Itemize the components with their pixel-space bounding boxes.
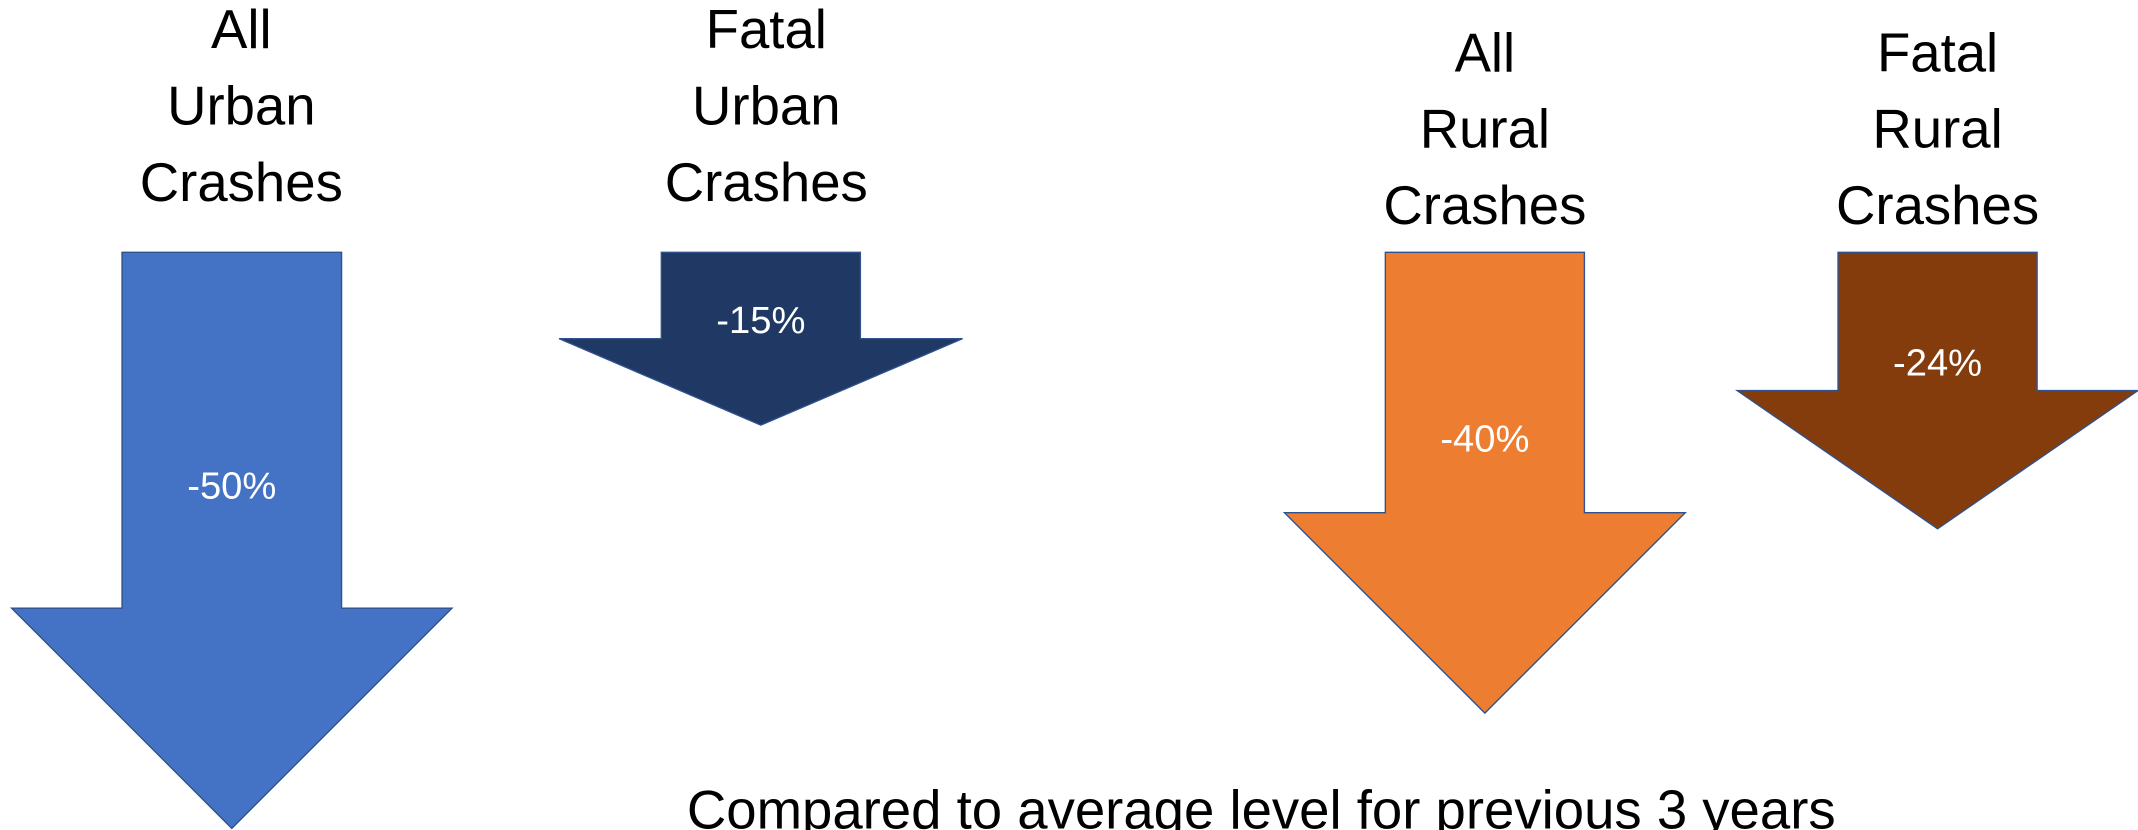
arrow xyxy=(1282,251,1687,715)
value-label: -15% xyxy=(716,299,805,342)
arrow xyxy=(9,251,454,830)
footnote: Compared to average level for previous 3… xyxy=(687,779,1836,830)
arrow xyxy=(1734,251,2138,530)
category-label: Fatal Rural Crashes xyxy=(1836,23,2039,237)
category-label: All Rural Crashes xyxy=(1383,23,1586,237)
value-label: -24% xyxy=(1893,342,1982,385)
value-label: -40% xyxy=(1440,417,1529,460)
category-label: Fatal Urban Crashes xyxy=(665,0,868,213)
category-label: All Urban Crashes xyxy=(140,0,343,213)
arrow xyxy=(558,251,963,426)
value-label: -50% xyxy=(187,465,276,508)
